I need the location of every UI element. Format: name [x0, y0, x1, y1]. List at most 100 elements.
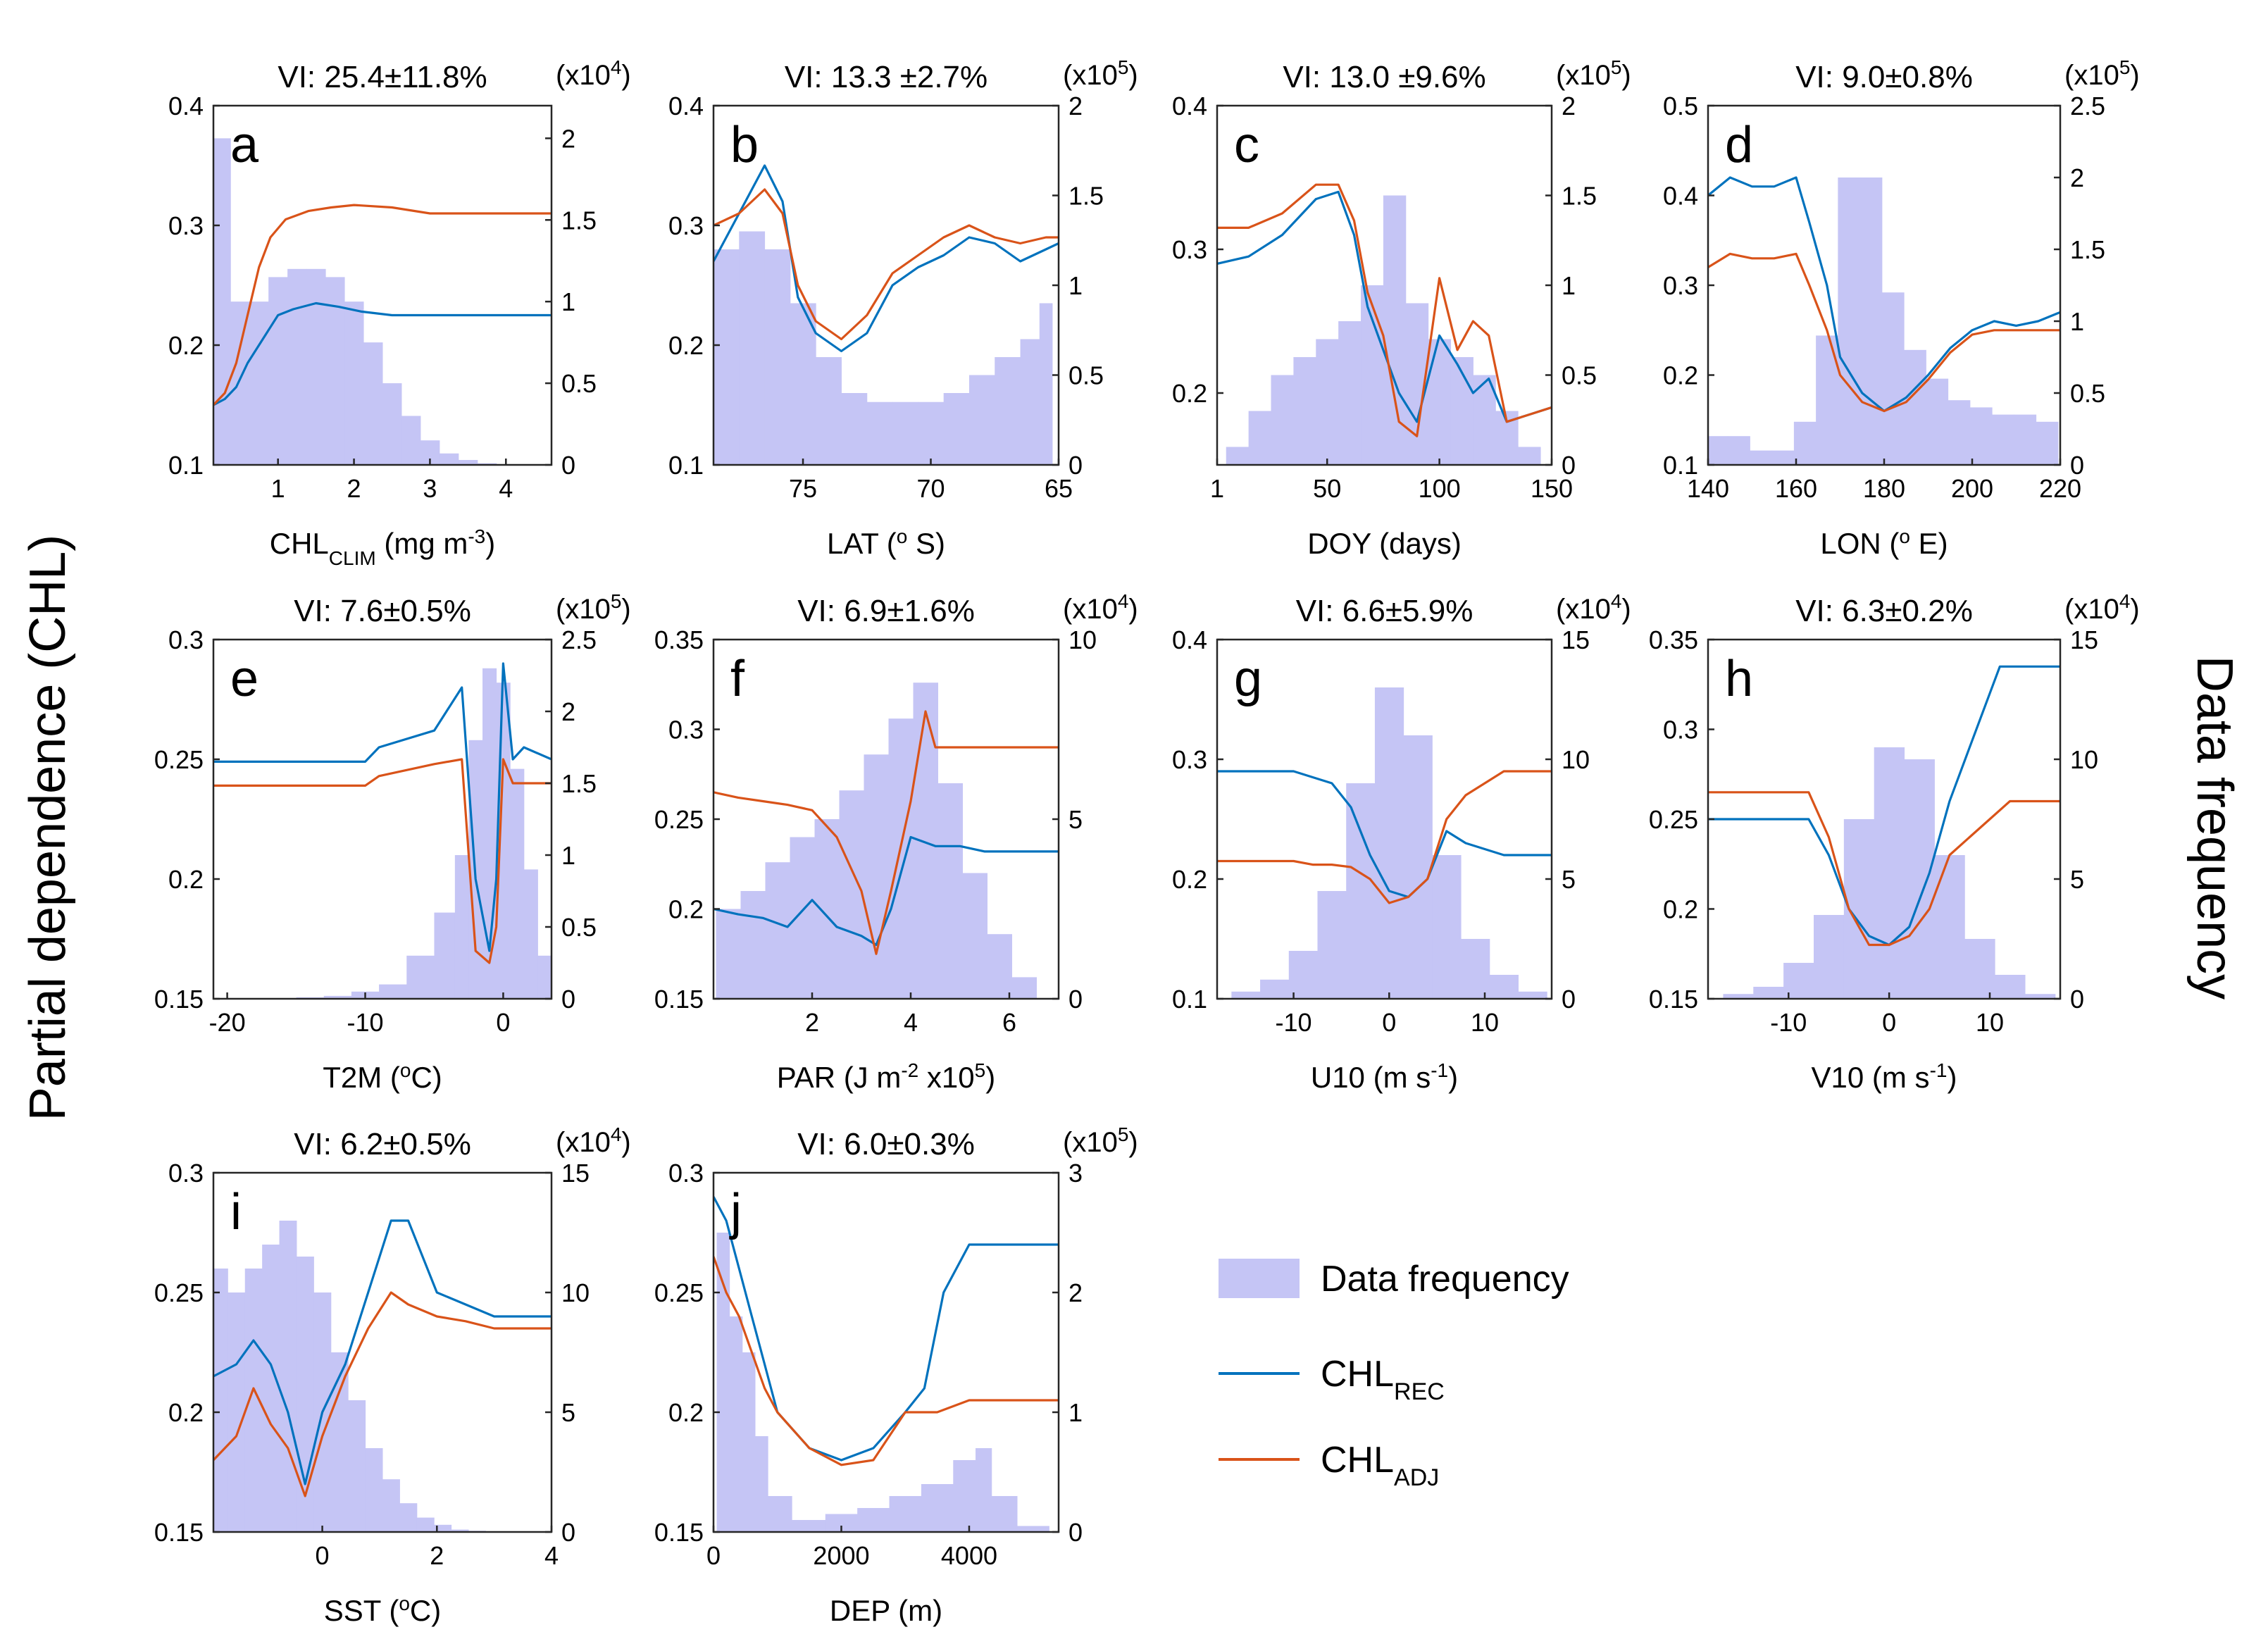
y-tick-label: 0.25	[654, 1278, 704, 1307]
y2-multiplier: (x104)	[1063, 590, 1138, 625]
x-tick-label: -20	[209, 1008, 246, 1037]
histogram-bar	[764, 249, 791, 465]
y2-tick-label: 2	[1068, 92, 1083, 120]
histogram-bar	[1992, 414, 2014, 465]
y2-tick-label: 10	[2070, 745, 2098, 774]
histogram-bar	[287, 268, 307, 465]
x-tick-label: 2	[347, 474, 361, 503]
histogram-bar	[296, 1257, 314, 1532]
x-tick-label: 4	[499, 474, 513, 503]
histogram	[1231, 687, 1547, 999]
histogram-bar	[1904, 349, 1926, 465]
histogram	[1708, 177, 2059, 465]
y-tick-label: 0.4	[168, 92, 204, 120]
y2-tick-label: 2	[1562, 92, 1576, 120]
histogram-bar	[1361, 285, 1384, 465]
y-tick-label: 0.5	[1663, 92, 1698, 120]
y-tick-label: 0.3	[668, 1159, 704, 1188]
y-tick-label: 0.25	[154, 745, 204, 774]
y2-tick-label: 0	[2070, 451, 2084, 480]
histogram-bar	[379, 984, 407, 999]
histogram-bar	[1403, 735, 1433, 999]
histogram-bar	[768, 1496, 792, 1532]
y-tick-label: 0.2	[1172, 865, 1207, 894]
histogram-bar	[754, 1436, 768, 1532]
x-axis-label: DOY (days)	[1307, 527, 1462, 560]
x-tick-label: 0	[496, 1008, 510, 1037]
histogram-bar	[1226, 447, 1250, 465]
y2-tick-label: 2.5	[561, 625, 597, 654]
x-tick-label: 10	[1471, 1008, 1499, 1037]
histogram-bar	[382, 1479, 400, 1532]
y-tick-label: 0.15	[654, 1518, 704, 1547]
y2-tick-label: 0.5	[1562, 361, 1597, 390]
y-tick-label: 0.1	[168, 451, 204, 480]
axes-frame	[1216, 638, 1553, 1000]
histogram-bar	[892, 401, 918, 465]
histogram	[1723, 747, 2056, 999]
line-rec	[714, 1196, 1059, 1462]
histogram-bar	[510, 768, 525, 999]
panel-letter: e	[230, 651, 258, 707]
y2-tick-label: 0	[561, 1518, 575, 1547]
histogram-bar	[1881, 292, 1905, 465]
histogram-bar	[1964, 939, 1995, 999]
x-tick-label: 4	[904, 1008, 918, 1037]
histogram-bar	[1260, 979, 1290, 999]
histogram-bar	[279, 1221, 297, 1532]
histogram-bar	[344, 301, 364, 465]
histogram-bar	[1039, 303, 1053, 465]
panel-letter: i	[230, 1184, 242, 1240]
y-tick-label: 0.25	[654, 805, 704, 834]
histogram-bar	[382, 383, 402, 465]
x-tick-label: 140	[1687, 474, 1729, 503]
histogram-bar	[816, 357, 842, 465]
x-axis-label: U10 (m s-1)	[1311, 1059, 1458, 1095]
x-axis-label: CHLCLIM (mg m-3)	[270, 525, 496, 569]
histogram-bar	[739, 231, 766, 465]
histogram-bar	[330, 1352, 349, 1532]
panel-title: VI: 7.6±0.5%	[294, 594, 471, 628]
histogram-bar	[1926, 378, 1949, 465]
histogram-bar	[1248, 411, 1272, 465]
histogram-bar	[262, 1245, 280, 1532]
y-tick-label: 0.25	[154, 1278, 204, 1307]
y-tick-label: 0.2	[1172, 379, 1207, 408]
panel-d: 0.1 0.2 0.3 0.4 0.5 0 0.5 1 1.5 2 2.5 140 160 180 200 2…	[1663, 56, 2140, 561]
histogram	[1226, 195, 1541, 465]
y2-tick-label: 0	[1068, 1518, 1083, 1547]
histogram-bar	[968, 375, 995, 465]
y2-tick-label: 2	[1068, 1278, 1083, 1307]
y2-multiplier: (x105)	[556, 590, 631, 625]
y-tick-label: 0.4	[1172, 625, 1207, 654]
y2-tick-label: 1.5	[561, 206, 597, 235]
x-tick-label: 2	[805, 1008, 819, 1037]
line-adj	[1217, 183, 1552, 437]
line-rec	[714, 164, 1059, 353]
y2-tick-label: 15	[1562, 625, 1590, 654]
line-rec	[213, 662, 552, 952]
line-rec	[1708, 665, 2060, 947]
histogram-bar	[1859, 177, 1883, 465]
y2-tick-label: 0.5	[561, 913, 597, 942]
y-tick-label: 0.3	[1172, 235, 1207, 264]
histogram-bar	[348, 1400, 366, 1532]
y2-tick-label: 2	[2070, 163, 2084, 192]
x-axis-label: DEP (m)	[830, 1594, 942, 1627]
line-adj	[1708, 791, 2060, 947]
legend-label: CHLADJ	[1321, 1440, 1439, 1491]
histogram-bar	[1346, 783, 1376, 999]
y2-tick-label: 1	[1068, 271, 1083, 300]
y2-tick-label: 0	[2070, 985, 2084, 1014]
histogram-bar	[434, 1524, 452, 1532]
x-tick-label: 2000	[813, 1541, 869, 1570]
histogram-bar	[1728, 436, 1750, 465]
histogram	[716, 1233, 1049, 1532]
histogram-bar	[1383, 195, 1407, 465]
x-tick-label: 0	[1882, 1008, 1896, 1037]
x-tick-label: 50	[1313, 474, 1341, 503]
panel-letter: g	[1234, 651, 1262, 707]
y2-multiplier: (x105)	[1063, 1123, 1138, 1159]
y2-tick-label: 1	[561, 287, 575, 316]
